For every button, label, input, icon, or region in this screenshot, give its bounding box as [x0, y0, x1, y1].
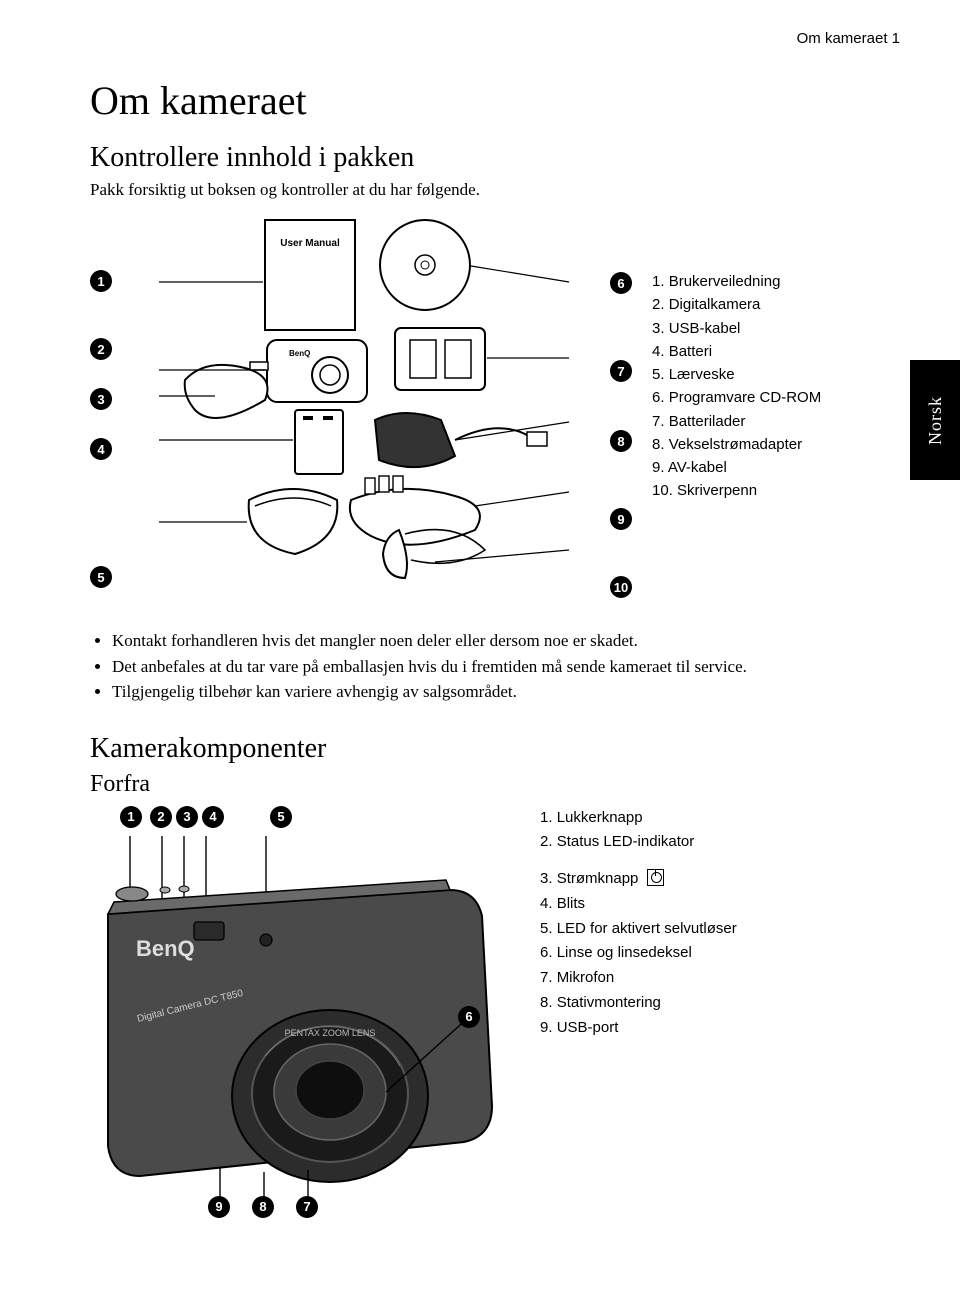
badge-c2: 2 [150, 806, 172, 828]
list-item: 10. Skriverpenn [652, 479, 900, 502]
list-item: 7. Mikrofon [540, 966, 737, 991]
list-item: Kontakt forhandleren hvis det mangler no… [112, 628, 900, 654]
language-tab-label: Norsk [925, 396, 946, 445]
components-row: 1 2 3 4 5 [90, 806, 900, 1216]
list-item: 7. Batterilader [652, 410, 900, 433]
package-row: 1 2 3 4 5 User Manual BenQ [90, 210, 900, 598]
badge-1: 1 [90, 270, 112, 292]
language-tab: Norsk [910, 360, 960, 480]
front-bottom-badges: 9 8 7 [208, 1196, 318, 1218]
svg-text:PENTAX ZOOM LENS: PENTAX ZOOM LENS [285, 1028, 376, 1038]
right-number-badges: 6 7 8 9 10 [610, 210, 640, 598]
badge-3: 3 [90, 388, 112, 410]
badge-10: 10 [610, 576, 632, 598]
svg-text:BenQ: BenQ [136, 936, 195, 961]
badge-c5: 5 [270, 806, 292, 828]
front-top-badges: 1 2 3 4 5 [120, 806, 540, 828]
left-number-badges: 1 2 3 4 5 [90, 210, 120, 588]
list-item: 8. Vekselstrømadapter [652, 433, 900, 456]
list-item: 2. Status LED-indikator [540, 830, 737, 855]
badge-c8: 8 [252, 1196, 274, 1218]
section-title-components: Kamerakomponenter [90, 733, 900, 765]
page-header-right: Om kameraet 1 [90, 30, 900, 47]
camera-figure: BenQ Digital Camera DC T850 PENTAX ZOOM … [90, 836, 540, 1216]
section-subtitle-front: Forfra [90, 771, 900, 798]
list-item: 4. Blits [540, 892, 737, 917]
svg-text:BenQ: BenQ [289, 349, 310, 358]
list-item: Det anbefales at du tar vare på emballas… [112, 654, 900, 680]
badge-c7: 7 [296, 1196, 318, 1218]
list-item: 1. Lukkerknapp [540, 806, 737, 831]
package-list: 1. Brukerveiledning 2. Digitalkamera 3. … [640, 210, 900, 503]
power-icon [647, 869, 664, 886]
badge-c4: 4 [202, 806, 224, 828]
list-item: 2. Digitalkamera [652, 293, 900, 316]
list-item: 8. Stativmontering [540, 991, 737, 1016]
badge-4: 4 [90, 438, 112, 460]
list-item: 5. Lærveske [652, 363, 900, 386]
badge-c3: 3 [176, 806, 198, 828]
badge-9: 9 [610, 508, 632, 530]
badge-c1: 1 [120, 806, 142, 828]
badge-c9: 9 [208, 1196, 230, 1218]
badge-2: 2 [90, 338, 112, 360]
camera-column: 1 2 3 4 5 [90, 806, 540, 1216]
package-diagram: User Manual BenQ [128, 210, 602, 580]
badge-7: 7 [610, 360, 632, 382]
components-list: 1. Lukkerknapp 2. Status LED-indikator 3… [540, 806, 737, 1041]
list-item: 9. AV-kabel [652, 456, 900, 479]
list-item: 6. Linse og linsedeksel [540, 941, 737, 966]
badge-5: 5 [90, 566, 112, 588]
notes-list: Kontakt forhandleren hvis det mangler no… [90, 628, 900, 705]
svg-text:User Manual: User Manual [280, 238, 340, 249]
page-title: Om kameraet [90, 77, 900, 124]
badge-c6: 6 [458, 1006, 480, 1028]
section-intro: Pakk forsiktig ut boksen og kontroller a… [90, 180, 900, 200]
list-item: 5. LED for aktivert selvutløser [540, 917, 737, 942]
list-item: Tilgjengelig tilbehør kan variere avheng… [112, 679, 900, 705]
list-item: 6. Programvare CD-ROM [652, 386, 900, 409]
list-item: 1. Brukerveiledning [652, 270, 900, 293]
list-item: 4. Batteri [652, 340, 900, 363]
list-item: 3. Strømknapp [540, 867, 737, 892]
list-item: 9. USB-port [540, 1016, 737, 1041]
list-item: 3. USB-kabel [652, 317, 900, 340]
badge-8: 8 [610, 430, 632, 452]
section-title-package: Kontrollere innhold i pakken [90, 142, 900, 174]
badge-6: 6 [610, 272, 632, 294]
